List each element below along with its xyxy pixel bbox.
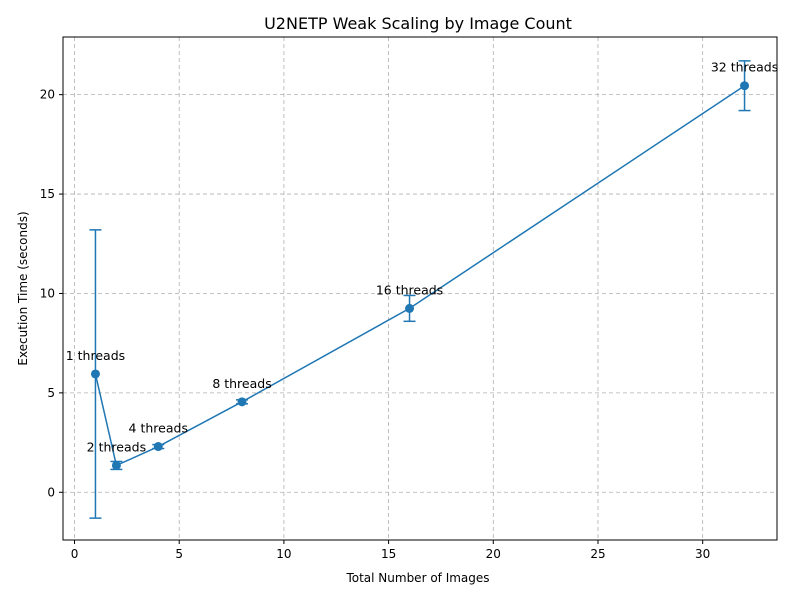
- x-tick-label: 5: [175, 547, 183, 561]
- point-annotation: 4 threads: [129, 421, 188, 436]
- x-axis-label: Total Number of Images: [345, 571, 489, 585]
- point-annotation: 2 threads: [87, 439, 146, 454]
- plot-frame: [62, 36, 778, 541]
- x-tick-label: 20: [486, 547, 501, 561]
- y-axis-label: Execution Time (seconds): [16, 211, 30, 365]
- data-point: [111, 460, 121, 470]
- chart-title: U2NETP Weak Scaling by Image Count: [264, 14, 572, 33]
- x-tick-label: 25: [590, 547, 605, 561]
- axis-ticks: 0 5 10 15 20 25 30 0 5 10 15 20: [40, 88, 711, 561]
- point-annotation: 8 threads: [212, 376, 271, 391]
- x-tick-label: 30: [695, 547, 710, 561]
- grid: [63, 37, 777, 540]
- x-tick-label: 0: [71, 547, 79, 561]
- x-tick-label: 10: [276, 547, 291, 561]
- x-tick-label: 15: [381, 547, 396, 561]
- data-point: [153, 442, 163, 452]
- y-tick-label: 15: [40, 187, 55, 201]
- point-annotation: 16 threads: [376, 282, 443, 297]
- y-tick-label: 20: [40, 88, 55, 102]
- series: 1 threads 2 threads 4 threads 8 threads 16 t…: [66, 60, 778, 519]
- point-annotation: 1 threads: [66, 348, 125, 363]
- series-line: [94, 85, 745, 467]
- data-point: [740, 81, 750, 91]
- y-tick-label: 0: [47, 485, 55, 499]
- y-tick-label: 10: [40, 286, 55, 300]
- data-point: [237, 397, 247, 407]
- data-point: [90, 369, 100, 379]
- y-tick-label: 5: [47, 386, 55, 400]
- data-point: [405, 303, 415, 313]
- point-annotation: 32 threads: [711, 60, 778, 75]
